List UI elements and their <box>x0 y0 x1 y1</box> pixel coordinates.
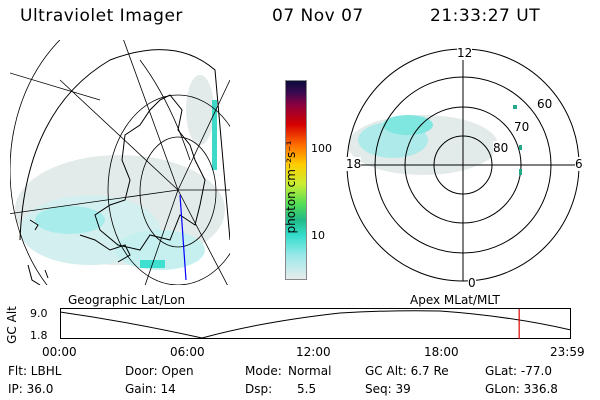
altitude-tick-1.8: 1.8 <box>30 329 48 342</box>
gc-altitude-info: GC Alt: 6.7 Re <box>365 364 449 378</box>
time-label: 21:33:27 UT <box>430 6 541 26</box>
mode-label: Mode: <box>245 364 282 378</box>
polar-mlt-plot <box>346 48 580 282</box>
time-tick-2359: 23:59 <box>550 345 585 359</box>
gain-info: Gain: 14 <box>125 382 176 396</box>
altitude-axis-label: GC Alt <box>5 306 19 344</box>
filter-info: Flt: LBHL <box>8 364 62 378</box>
mode-value: Normal <box>288 364 332 378</box>
glon-info: GLon: 336.8 <box>485 382 558 396</box>
dsp-value: 5.5 <box>297 382 317 396</box>
time-tick-1200: 12:00 <box>296 345 331 359</box>
date-label: 07 Nov 07 <box>272 6 364 26</box>
colorbar-tick-100: 100 <box>311 142 332 155</box>
ip-info: IP: 36.0 <box>8 382 54 396</box>
dsp-label: Dsp: <box>245 382 273 396</box>
apex-caption: Apex MLat/MLT <box>410 293 500 307</box>
time-tick-1800: 18:00 <box>424 345 459 359</box>
mlat-label-60: 60 <box>537 97 553 111</box>
mlt-label-18: 18 <box>346 157 362 171</box>
uv-limb-arc <box>212 100 217 170</box>
altitude-plot <box>59 308 572 339</box>
mlt-label-6: 6 <box>575 157 583 171</box>
mlt-label-12: 12 <box>457 46 473 60</box>
geographic-map <box>10 40 230 285</box>
instrument-title: Ultraviolet Imager <box>20 6 183 26</box>
time-tick-0000: 00:00 <box>42 345 77 359</box>
geographic-caption: Geographic Lat/Lon <box>68 293 186 307</box>
altitude-tick-9: 9.0 <box>30 307 48 320</box>
glat-info: GLat: -77.0 <box>485 364 552 378</box>
mlat-label-70: 70 <box>514 120 530 134</box>
colorbar-tick-10: 10 <box>311 229 325 242</box>
colorbar-unit-label: photon cm⁻²s⁻¹ <box>284 140 298 234</box>
mlt-label-0: 0 <box>468 276 476 290</box>
mlat-label-80: 80 <box>493 141 509 155</box>
sequence-info: Seq: 39 <box>365 382 411 396</box>
colorbar <box>285 80 307 280</box>
time-tick-0600: 06:00 <box>170 345 205 359</box>
altitude-curve <box>59 310 572 339</box>
satellite-ground-track <box>179 194 187 281</box>
antarctica-coastline <box>94 94 206 251</box>
door-info: Door: Open <box>125 364 194 378</box>
